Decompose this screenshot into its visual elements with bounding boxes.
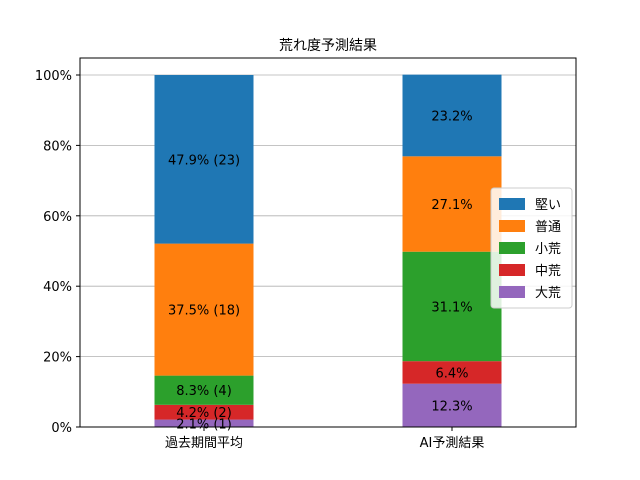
bar-segment-0-2: [154, 375, 254, 405]
bar-segment-0-4: [154, 75, 254, 244]
legend-label-2: 小荒: [535, 242, 561, 257]
legend-label-4: 大荒: [535, 286, 561, 301]
data-label-1-4: 23.2%: [431, 109, 472, 124]
legend-swatch-4: [499, 286, 525, 298]
x-tick-label-0: 過去期間平均: [165, 436, 243, 451]
legend-swatch-1: [499, 220, 525, 232]
bar-segment-1-4: [402, 74, 502, 157]
labels-layer: 2.1% (1)4.2% (2) 8.3% (4) 37.5% (18) 47.9% …: [168, 109, 473, 432]
data-label-0-3: 37.5% (18): [168, 304, 240, 319]
bars-layer: [154, 74, 502, 427]
data-label-1-1: 6.4%: [435, 366, 468, 381]
legend-label-3: 中荒: [535, 264, 561, 279]
data-label-1-0: 12.3%: [431, 399, 472, 414]
data-label-0-1: 4.2% (2): [176, 406, 232, 421]
y-tick-label-0: 0%: [51, 421, 72, 436]
data-label-0-4: 47.9% (23): [168, 153, 240, 168]
data-label-1-3: 27.1%: [431, 198, 472, 213]
y-tick-label-2: 40%: [43, 280, 72, 295]
x-tick-label-1: AI予測結果: [420, 436, 485, 451]
y-tick-label-1: 20%: [43, 351, 72, 366]
bar-segment-0-0: [154, 419, 254, 427]
data-label-0-2: 8.3% (4): [176, 384, 232, 399]
y-tick-label-3: 60%: [43, 210, 72, 225]
plot-frame: [79, 57, 577, 428]
bar-segment-1-2: [402, 251, 502, 362]
legend-box: [490, 187, 573, 309]
y-tick-label-4: 80%: [43, 139, 72, 154]
bar-segment-1-1: [402, 361, 502, 384]
bar-segment-1-3: [402, 156, 502, 252]
data-label-0-0: 2.1% (1): [176, 417, 232, 432]
legend-swatch-2: [499, 242, 525, 254]
axis-layer: 0% 20% 40% 60% 80% 100% 過去期間平均 AI予測結果: [35, 69, 485, 451]
bar-segment-1-0: [402, 383, 502, 427]
data-label-1-2: 31.1%: [431, 300, 472, 315]
chart-title: 荒れ度予測結果: [279, 38, 377, 54]
legend-label-0: 堅い: [535, 198, 561, 213]
bar-segment-0-1: [154, 404, 254, 420]
y-tick-label-5: 100%: [35, 69, 72, 84]
legend-label-1: 普通: [535, 220, 561, 235]
legend-swatch-3: [499, 264, 525, 276]
legend-swatch-0: [499, 198, 525, 210]
bar-segment-0-3: [154, 243, 254, 376]
